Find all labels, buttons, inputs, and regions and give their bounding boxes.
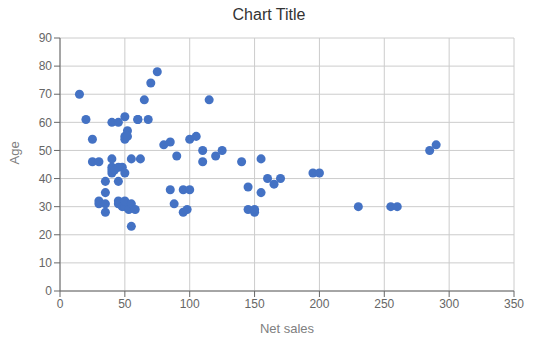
svg-text:200: 200 xyxy=(309,297,329,311)
html-text:Chart Title: Chart Title xyxy=(232,6,306,23)
svg-text:90: 90 xyxy=(39,31,53,45)
svg-text:60: 60 xyxy=(39,116,53,130)
svg-text:150: 150 xyxy=(245,297,265,311)
svg-text:Age: Age xyxy=(8,141,22,164)
svg-text:250: 250 xyxy=(374,297,394,311)
svg-text:30: 30 xyxy=(39,200,53,214)
svg-text:50: 50 xyxy=(118,297,132,311)
svg-text:80: 80 xyxy=(39,59,53,73)
svg-text:70: 70 xyxy=(39,87,53,101)
svg-text:0: 0 xyxy=(45,284,52,298)
svg-text:Net sales: Net sales xyxy=(260,321,315,336)
svg-text:300: 300 xyxy=(439,297,459,311)
svg-text:40: 40 xyxy=(39,172,53,186)
svg-text:0: 0 xyxy=(57,297,64,311)
svg-text:10: 10 xyxy=(39,256,53,270)
svg-text:100: 100 xyxy=(180,297,200,311)
svg-text:50: 50 xyxy=(39,144,53,158)
svg-text:20: 20 xyxy=(39,228,53,242)
svg-text:350: 350 xyxy=(504,297,524,311)
